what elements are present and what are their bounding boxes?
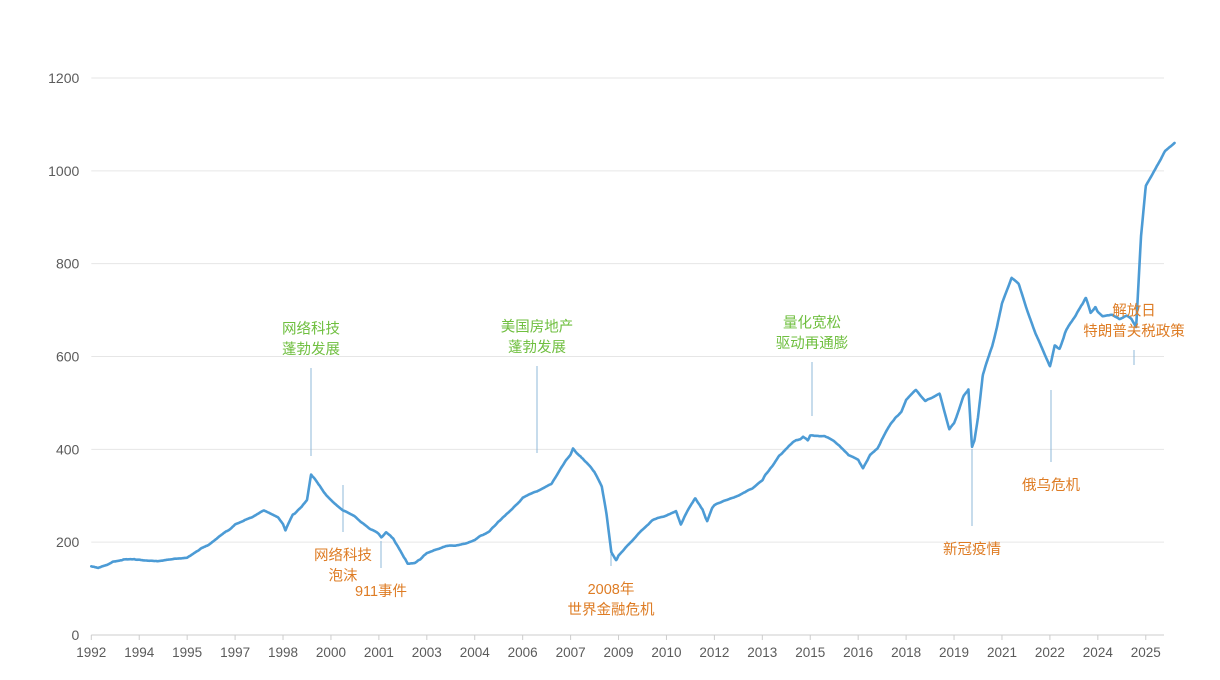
svg-text:2016: 2016 (843, 645, 873, 660)
svg-text:新冠疫情: 新冠疫情 (943, 541, 1001, 558)
svg-text:2000: 2000 (316, 645, 346, 660)
svg-text:泡沫: 泡沫 (329, 568, 358, 585)
svg-text:1995: 1995 (172, 645, 202, 660)
svg-text:2025: 2025 (1131, 645, 1161, 660)
svg-text:2008年: 2008年 (588, 581, 635, 598)
svg-text:美国房地产: 美国房地产 (501, 319, 574, 336)
svg-text:蓬勃发展: 蓬勃发展 (508, 339, 566, 356)
svg-text:0: 0 (72, 627, 80, 643)
svg-text:2018: 2018 (891, 645, 921, 660)
svg-text:量化宽松: 量化宽松 (783, 315, 841, 332)
svg-text:1200: 1200 (48, 70, 79, 86)
svg-text:1000: 1000 (48, 163, 79, 179)
svg-text:911事件: 911事件 (355, 583, 407, 600)
svg-text:2003: 2003 (412, 645, 442, 660)
svg-text:2001: 2001 (364, 645, 394, 660)
svg-text:2004: 2004 (460, 645, 491, 660)
svg-text:2019: 2019 (939, 645, 969, 660)
svg-text:驱动再通膨: 驱动再通膨 (776, 335, 849, 352)
svg-text:2007: 2007 (556, 645, 586, 660)
svg-text:1997: 1997 (220, 645, 250, 660)
svg-text:800: 800 (56, 256, 80, 272)
svg-text:解放日: 解放日 (1112, 303, 1156, 320)
svg-text:2012: 2012 (699, 645, 729, 660)
svg-text:2009: 2009 (604, 645, 634, 660)
svg-text:2006: 2006 (508, 645, 538, 660)
svg-text:特朗普关税政策: 特朗普关税政策 (1083, 323, 1185, 340)
svg-text:网络科技: 网络科技 (282, 321, 340, 338)
svg-text:200: 200 (56, 534, 80, 550)
svg-text:网络科技: 网络科技 (314, 547, 372, 564)
svg-text:400: 400 (56, 441, 80, 457)
svg-text:2024: 2024 (1083, 645, 1114, 660)
svg-text:2015: 2015 (795, 645, 825, 660)
svg-text:2013: 2013 (747, 645, 777, 660)
svg-text:600: 600 (56, 349, 80, 365)
svg-text:2021: 2021 (987, 645, 1017, 660)
svg-text:蓬勃发展: 蓬勃发展 (282, 341, 340, 358)
svg-text:2022: 2022 (1035, 645, 1065, 660)
svg-text:1998: 1998 (268, 645, 298, 660)
svg-text:世界金融危机: 世界金融危机 (568, 602, 655, 619)
svg-text:2010: 2010 (651, 645, 681, 660)
svg-text:1994: 1994 (124, 645, 155, 660)
svg-text:1992: 1992 (76, 645, 106, 660)
svg-text:俄乌危机: 俄乌危机 (1022, 477, 1080, 494)
